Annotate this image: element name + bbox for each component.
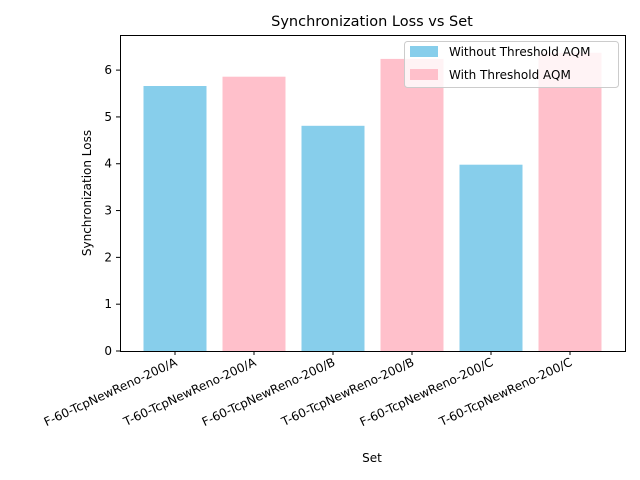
legend: Without Threshold AQM With Threshold AQM — [404, 41, 619, 88]
y-tick-label: 3 — [104, 204, 112, 218]
y-tick-label: 5 — [104, 110, 112, 124]
x-tick-label: F-60-TcpNewReno-200/A — [42, 355, 180, 429]
legend-label-without-threshold: Without Threshold AQM — [449, 45, 590, 59]
x-tick-label: F-60-TcpNewReno-200/B — [200, 355, 338, 429]
legend-label-with-threshold: With Threshold AQM — [449, 68, 571, 82]
legend-frame — [404, 41, 619, 88]
bar-t-60-tcpnewreno-200-b — [380, 58, 444, 352]
legend-swatch-with-threshold — [410, 69, 438, 80]
bar-t-60-tcpnewreno-200-c — [538, 52, 602, 352]
y-axis-label: Synchronization Loss — [80, 130, 94, 256]
bar-f-60-tcpnewreno-200-c — [459, 164, 523, 351]
bar-f-60-tcpnewreno-200-b — [301, 125, 365, 351]
y-tick-label: 0 — [104, 344, 112, 358]
bar-t-60-tcpnewreno-200-a — [222, 76, 286, 351]
y-tick-label: 1 — [104, 297, 112, 311]
plot-frame — [120, 35, 626, 352]
legend-swatch-without-threshold — [410, 46, 438, 57]
x-axis-label: Set — [362, 451, 382, 465]
x-tick-label: T-60-TcpNewReno-200/B — [278, 355, 416, 429]
y-tick-label: 4 — [104, 157, 112, 171]
x-tick-label: F-60-TcpNewReno-200/C — [358, 355, 496, 429]
bars-group — [143, 52, 602, 352]
bar-f-60-tcpnewreno-200-a — [143, 86, 207, 351]
x-axis: F-60-TcpNewReno-200/AT-60-TcpNewReno-200… — [42, 351, 574, 430]
x-tick-label: T-60-TcpNewReno-200/A — [120, 355, 259, 430]
chart-title: Synchronization Loss vs Set — [271, 14, 473, 30]
y-tick-label: 2 — [104, 250, 112, 264]
x-tick-label: T-60-TcpNewReno-200/C — [436, 355, 574, 429]
y-tick-label: 6 — [104, 63, 112, 77]
y-axis: 0 1 2 3 4 5 6 — [104, 63, 120, 358]
